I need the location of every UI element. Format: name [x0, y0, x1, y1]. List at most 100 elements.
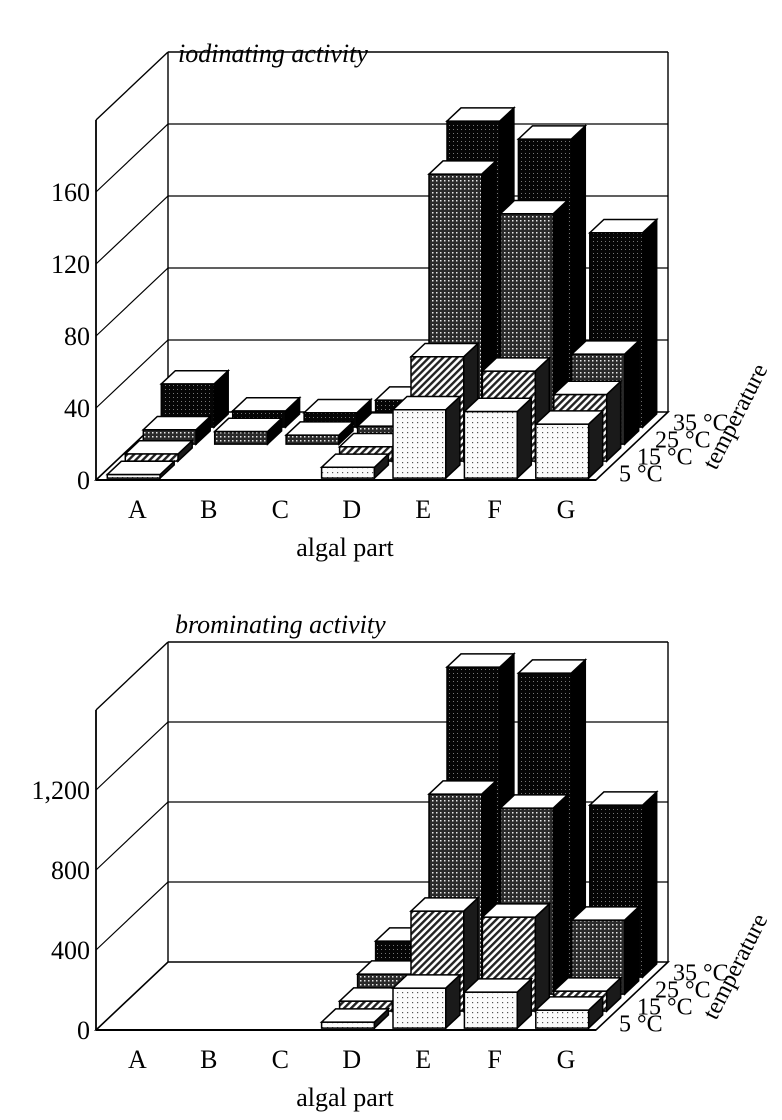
x-tick-label: E: [415, 495, 431, 524]
depth-tick-label-25c: 25 °C: [655, 978, 711, 1004]
bar-front-face: [320, 1021, 376, 1029]
bar-top-face: [569, 340, 641, 355]
bar-top-face: [319, 1008, 391, 1023]
bar-G-5c: [533, 995, 605, 1030]
x-tick-label: F: [487, 495, 501, 524]
bar-top-face: [462, 978, 534, 993]
side-wall-top-edge: [95, 641, 169, 711]
depth-tick-label-35c: 35 °C: [673, 961, 729, 987]
bar-top-face: [284, 421, 355, 436]
bar-top-face: [159, 369, 231, 385]
bar-side-face: [623, 905, 640, 996]
bar-front-face: [392, 408, 447, 479]
y-tick-label: 160: [51, 178, 90, 207]
bar-top-face: [123, 439, 195, 455]
bar-front-face: [213, 430, 269, 445]
y-tick-label: 0: [77, 1016, 90, 1045]
chart-title: iodinating activity: [178, 39, 368, 68]
depth-tick-label-5c: 5 °C: [619, 1012, 663, 1038]
y-tick-label: 0: [77, 466, 90, 495]
bar-top-face: [427, 160, 498, 175]
x-tick-label: E: [415, 1045, 431, 1074]
x-tick-label: B: [200, 1045, 217, 1074]
bar-top-face: [409, 897, 480, 912]
y-tick-label: 400: [51, 936, 90, 965]
bar-top-face: [516, 659, 588, 674]
chart-frame: 0 400 800 1,200 A B C D E F G 5 °C15 °C25 °C35 °C: [32, 641, 729, 1074]
iodinating-chart: 0 40 80 120 160 A B C D E F G 5 °C15 °C25 °C35 °C io…: [51, 39, 773, 562]
x-tick-label: D: [342, 1045, 361, 1074]
bar-front-face: [124, 453, 179, 462]
bar-F-5c: [462, 396, 534, 480]
bar-side-face: [534, 902, 551, 1013]
bar-top-face: [445, 653, 516, 668]
bar-front-face: [535, 423, 590, 479]
bar-E-5c: [391, 973, 462, 1030]
bar-side-face: [552, 793, 569, 996]
bar-top-face: [391, 974, 462, 989]
bar-top-face: [212, 417, 284, 433]
x-tick-label: B: [200, 495, 217, 524]
y-tick-label: 800: [51, 856, 90, 885]
bar-G-25c: [569, 905, 641, 996]
bar-top-face: [498, 794, 570, 809]
side-wall-top-edge: [95, 51, 169, 121]
bar-front-face: [463, 410, 519, 479]
y-tick-label: 80: [64, 322, 90, 351]
depth-tick-label-35c: 35 °C: [673, 411, 729, 437]
bar-top-face: [533, 410, 605, 425]
bar-A-15c: [123, 438, 195, 463]
depth-tick-label-5c: 5 °C: [619, 462, 663, 488]
bar-B-25c: [212, 416, 284, 446]
brominating-chart: 0 400 800 1,200 A B C D E F G 5 °C15 °C25 °C35 °C b…: [32, 610, 774, 1112]
bar-front-face: [285, 434, 340, 445]
bar-side-face: [641, 790, 658, 979]
bar-top-face: [302, 398, 373, 414]
bar-F-5c: [462, 977, 534, 1030]
depth-tick-label-25c: 25 °C: [655, 428, 711, 454]
bar-top-face: [551, 977, 623, 992]
bar-A-5c: [105, 459, 177, 480]
bar-top-face: [445, 107, 516, 122]
bar-front-face: [320, 466, 376, 479]
bar-top-face: [480, 903, 552, 918]
bars: [319, 652, 659, 1030]
bar-top-face: [409, 342, 480, 358]
x-tick-label: G: [557, 495, 576, 524]
bar-top-face: [230, 396, 302, 412]
bar-top-face: [516, 125, 588, 140]
bar-top-face: [533, 996, 605, 1011]
depth-tick-label-15c: 15 °C: [637, 995, 693, 1021]
bar-top-face: [587, 791, 659, 806]
depth-tick-label-15c: 15 °C: [637, 445, 693, 471]
x-tick-label: C: [272, 1045, 289, 1074]
y-tick-label: 1,200: [32, 776, 91, 805]
bar-top-face: [498, 199, 570, 215]
x-tick-label: F: [487, 1045, 501, 1074]
bar-top-face: [427, 780, 498, 795]
bar-top-face: [462, 397, 534, 413]
y-tick-label: 120: [51, 250, 90, 279]
bar-side-face: [623, 339, 640, 446]
x-axis-title: algal part: [296, 533, 394, 562]
x-tick-label: A: [128, 495, 147, 524]
bar-top-face: [141, 415, 213, 431]
bar-E-5c: [391, 394, 462, 480]
bar-top-face: [391, 395, 462, 411]
bar-side-face: [641, 217, 658, 429]
bars: [105, 106, 659, 480]
bar-C-25c: [284, 420, 355, 446]
bar-top-face: [319, 453, 391, 469]
x-axis-title: algal part: [296, 1083, 394, 1112]
x-tick-label: G: [557, 1045, 576, 1074]
bar-D-5c: [319, 1007, 391, 1030]
bar-top-face: [480, 357, 552, 372]
bar-front-face: [535, 1009, 590, 1029]
y-tick-label: 40: [64, 394, 90, 423]
bar-top-face: [105, 460, 177, 476]
x-tick-label: D: [342, 495, 361, 524]
bar-top-face: [587, 218, 659, 234]
bar-top-face: [551, 380, 623, 396]
x-tick-label: A: [128, 1045, 147, 1074]
